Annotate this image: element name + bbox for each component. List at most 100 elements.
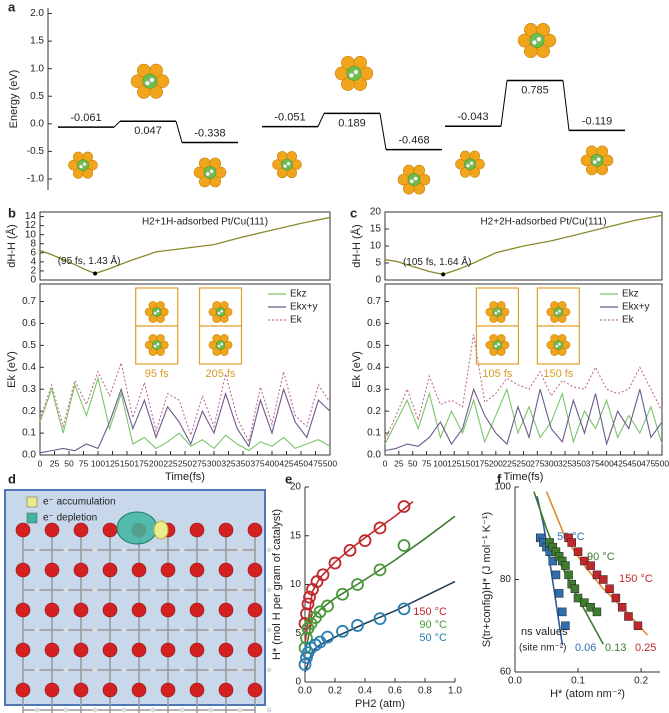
data-point: [328, 556, 342, 570]
metal-atom: [150, 707, 156, 713]
data-point: [336, 624, 349, 638]
plot-frame: [39, 283, 331, 456]
x-tick-label: 450: [627, 458, 641, 468]
data-point: [617, 603, 627, 612]
x-tick-label: 125: [105, 458, 119, 468]
data-point: [580, 598, 589, 607]
atom: [341, 77, 355, 91]
metal-atom: [208, 587, 214, 593]
y-axis-label: dH-H (Å): [350, 224, 363, 267]
metal-atom: [34, 627, 40, 633]
x-tick-label: 25: [50, 458, 60, 468]
x-tick-label: 425: [279, 458, 293, 468]
oxygen-atom: [44, 682, 60, 698]
y-tick-label: 12: [25, 220, 37, 231]
metal-atom: [237, 547, 243, 553]
x-tick-label: 350: [236, 458, 250, 468]
h-atom: [156, 309, 160, 313]
data-point: [605, 584, 614, 593]
metal-atom: [266, 627, 272, 633]
data-point: [561, 621, 570, 630]
energy-label: -0.051: [274, 112, 305, 124]
data-line: [39, 216, 331, 275]
panel-letter: d: [8, 471, 16, 486]
panel-letter: b: [8, 205, 16, 220]
oxygen-atom: [131, 562, 147, 578]
metal-atom: [179, 547, 185, 553]
oxygen-atom: [73, 562, 89, 578]
metal-atom: [237, 667, 243, 673]
data-point: [298, 658, 312, 671]
metal-atom: [237, 707, 243, 713]
data-point: [548, 556, 558, 566]
data-point: [301, 597, 315, 611]
x-tick-label: 1.0: [448, 686, 462, 697]
oxygen-atom: [160, 682, 176, 698]
h-atom: [220, 342, 224, 346]
legend-label: Ek: [622, 315, 635, 326]
h-atom: [82, 162, 87, 167]
legend-label: Ekz: [622, 289, 639, 300]
y-axis-label: Energy (eV): [8, 70, 20, 129]
oxygen-atom: [218, 562, 234, 578]
oxygen-atom: [189, 642, 205, 658]
metal-atom: [150, 627, 156, 633]
energy-label: 0.785: [521, 84, 549, 96]
x-tick-label: 375: [586, 458, 600, 468]
h-atom: [283, 164, 287, 169]
connector: [562, 80, 570, 131]
y-tick-label: 0.1: [22, 428, 36, 439]
data-point: [303, 590, 316, 604]
metal-atom: [63, 547, 69, 553]
oxygen-atom: [218, 682, 234, 698]
x-tick-label: 300: [544, 458, 558, 468]
data-point: [586, 603, 595, 612]
x-tick-label: 0.6: [388, 686, 402, 697]
x-tick-label: 150: [461, 458, 475, 468]
data-point: [316, 568, 330, 582]
h-atom: [557, 342, 562, 346]
metal-atom: [208, 707, 214, 713]
h-atom: [494, 344, 498, 348]
connector: [317, 113, 325, 127]
x-tick-label: 200: [149, 458, 163, 468]
oxygen-atom: [44, 642, 60, 658]
x-tick-label: 50: [408, 458, 418, 468]
metal-atom: [63, 707, 69, 713]
atom: [137, 85, 151, 99]
data-line: [384, 387, 663, 445]
data-point: [321, 630, 334, 644]
y-tick-label: 60: [500, 667, 512, 678]
data-point: [397, 602, 411, 616]
data-point: [373, 612, 387, 626]
x-tick-label: 0.2: [634, 676, 648, 687]
oxygen-atom: [73, 642, 89, 658]
connector: [500, 80, 508, 127]
oxygen-atom: [247, 682, 263, 698]
legend-label: Ekz: [290, 289, 307, 300]
energy-label: -0.338: [194, 127, 225, 139]
legend-label: Ekx+y: [290, 302, 318, 313]
h-atom: [79, 164, 83, 169]
x-tick-label: 350: [572, 458, 586, 468]
data-point: [554, 589, 564, 598]
minimum-point: [93, 271, 98, 276]
y-tick-label: 0.1: [367, 428, 381, 439]
oxygen-atom: [15, 682, 31, 698]
oxygen-atom: [15, 602, 31, 618]
metal-atom: [121, 707, 127, 713]
data-line: [39, 376, 331, 452]
data-line: [39, 387, 331, 454]
x-tick-label: 450: [294, 458, 308, 468]
y-tick-label: 80: [500, 574, 512, 585]
data-point: [397, 500, 411, 513]
y-tick-label: 20: [290, 482, 302, 493]
oxygen-atom: [73, 682, 89, 698]
h-atom: [209, 169, 214, 174]
x-tick-label: 175: [475, 458, 489, 468]
data-point: [573, 593, 583, 603]
x-tick-label: 0: [38, 458, 43, 468]
y-tick-label: 0.7: [22, 296, 36, 307]
data-line: [384, 387, 663, 452]
